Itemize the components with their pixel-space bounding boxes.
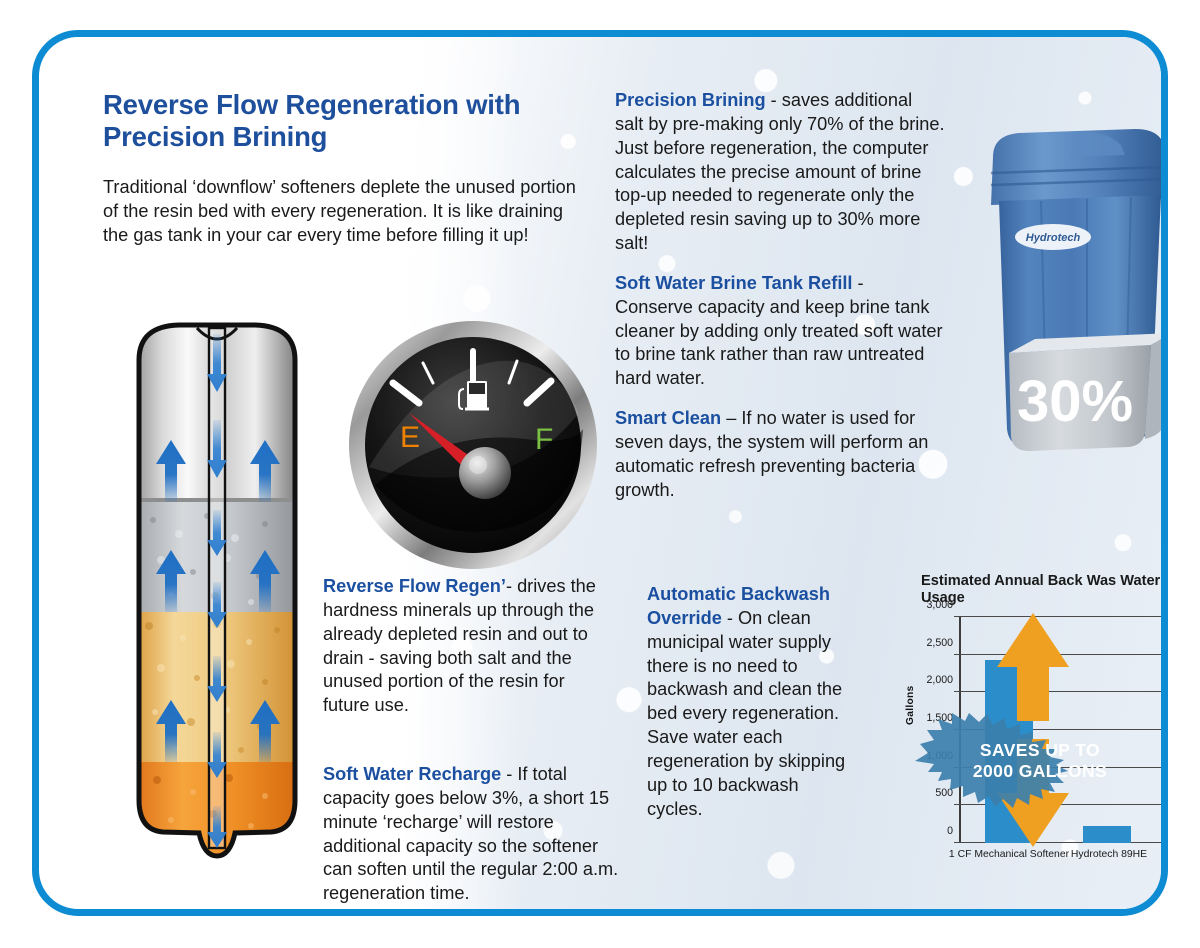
gauge-full-label: F [535,423,553,456]
section-automatic-backwash-override: Automatic Backwash Override - On clean m… [647,583,859,837]
chart-title: Estimated Annual Back Was Water Usage [921,573,1161,607]
section-heading: Smart Clean [615,408,722,429]
y-tick-label: 2,000 [926,674,953,687]
intro-paragraph: Traditional ‘downflow’ softeners deplete… [103,176,576,245]
section-paragraph: Reverse Flow Regen’- drives the hardness… [323,575,615,718]
y-tick-label: 1,500 [926,712,953,724]
brine-tank-illustration: Hydrotech 30% [975,121,1161,489]
fuel-gauge-illustration: E F [339,317,607,579]
section-heading: Automatic Backwash Override [647,584,830,628]
section-paragraph: Automatic Backwash Override - On clean m… [647,583,859,821]
y-tick-label: 500 [935,787,953,800]
burst-line-2: 2000 GALLONS [972,761,1108,781]
section-heading: Precision Brining [615,90,766,110]
gridline [959,729,1161,730]
x-tick-label: Hydrotech 89HE [1070,849,1148,860]
section-body: - On clean municipal water supply there … [647,607,846,819]
gridline [959,616,1161,617]
section-precision-brining: Precision Brining - saves additional sal… [615,89,945,256]
content-frame: Reverse Flow Regeneration with Precision… [32,30,1168,916]
y-tick-label: 3,000 [926,599,953,611]
left-column: Reverse Flow Regeneration with Precision… [103,89,593,263]
section-body: - drives the hardness minerals up throug… [323,576,596,716]
section-smart-clean: Smart Clean – If no water is used for se… [615,407,945,502]
backwash-water-usage-chart: Estimated Annual Back Was Water Usage Ga… [887,573,1161,879]
y-tick-label: 2,500 [926,636,953,649]
section-heading: Soft Water Brine Tank Refill [615,272,853,293]
section-heading: Reverse Flow Regen’ [323,576,506,596]
section-body: - Conserve capacity and keep brine tank … [615,272,943,389]
x-tick-label: 1 CF Mechanical Softener [948,849,1070,860]
burst-line-1: SAVES UP TO [979,740,1101,761]
gridline [959,691,1161,693]
page-title: Reverse Flow Regeneration with Precision… [103,89,521,153]
bar-hydrotech-89he [1083,826,1131,843]
section-body: - saves additional salt by pre-making on… [615,90,945,254]
brine-tank-salt-percent: 30% [1017,369,1133,434]
section-body: – If no water is used for seven days, th… [615,408,929,500]
section-soft-water-brine-tank-refill: Soft Water Brine Tank Refill - Conserve … [615,272,945,391]
section-heading: Soft Water Recharge [323,764,502,784]
savings-burst-text: SAVES UP TO 2000 GALLONS [915,713,1161,809]
resin-tank-illustration [131,320,303,880]
middle-column: Precision Brining - saves additional sal… [615,89,945,519]
y-tick-label: 0 [947,825,953,837]
section-paragraph: Soft Water Recharge - If total capacity … [323,763,623,906]
gauge-empty-label: E [400,421,420,454]
section-body: - If total capacity goes below 3%, a sho… [323,764,619,904]
gridline [959,842,1161,843]
savings-burst-badge: SAVES UP TO 2000 GALLONS [915,713,1161,809]
section-reverse-flow-regen: Reverse Flow Regen’- drives the hardness… [323,575,615,734]
brine-tank-brand-label: Hydrotech [1026,232,1081,244]
section-soft-water-recharge: Soft Water Recharge - If total capacity … [323,763,623,909]
